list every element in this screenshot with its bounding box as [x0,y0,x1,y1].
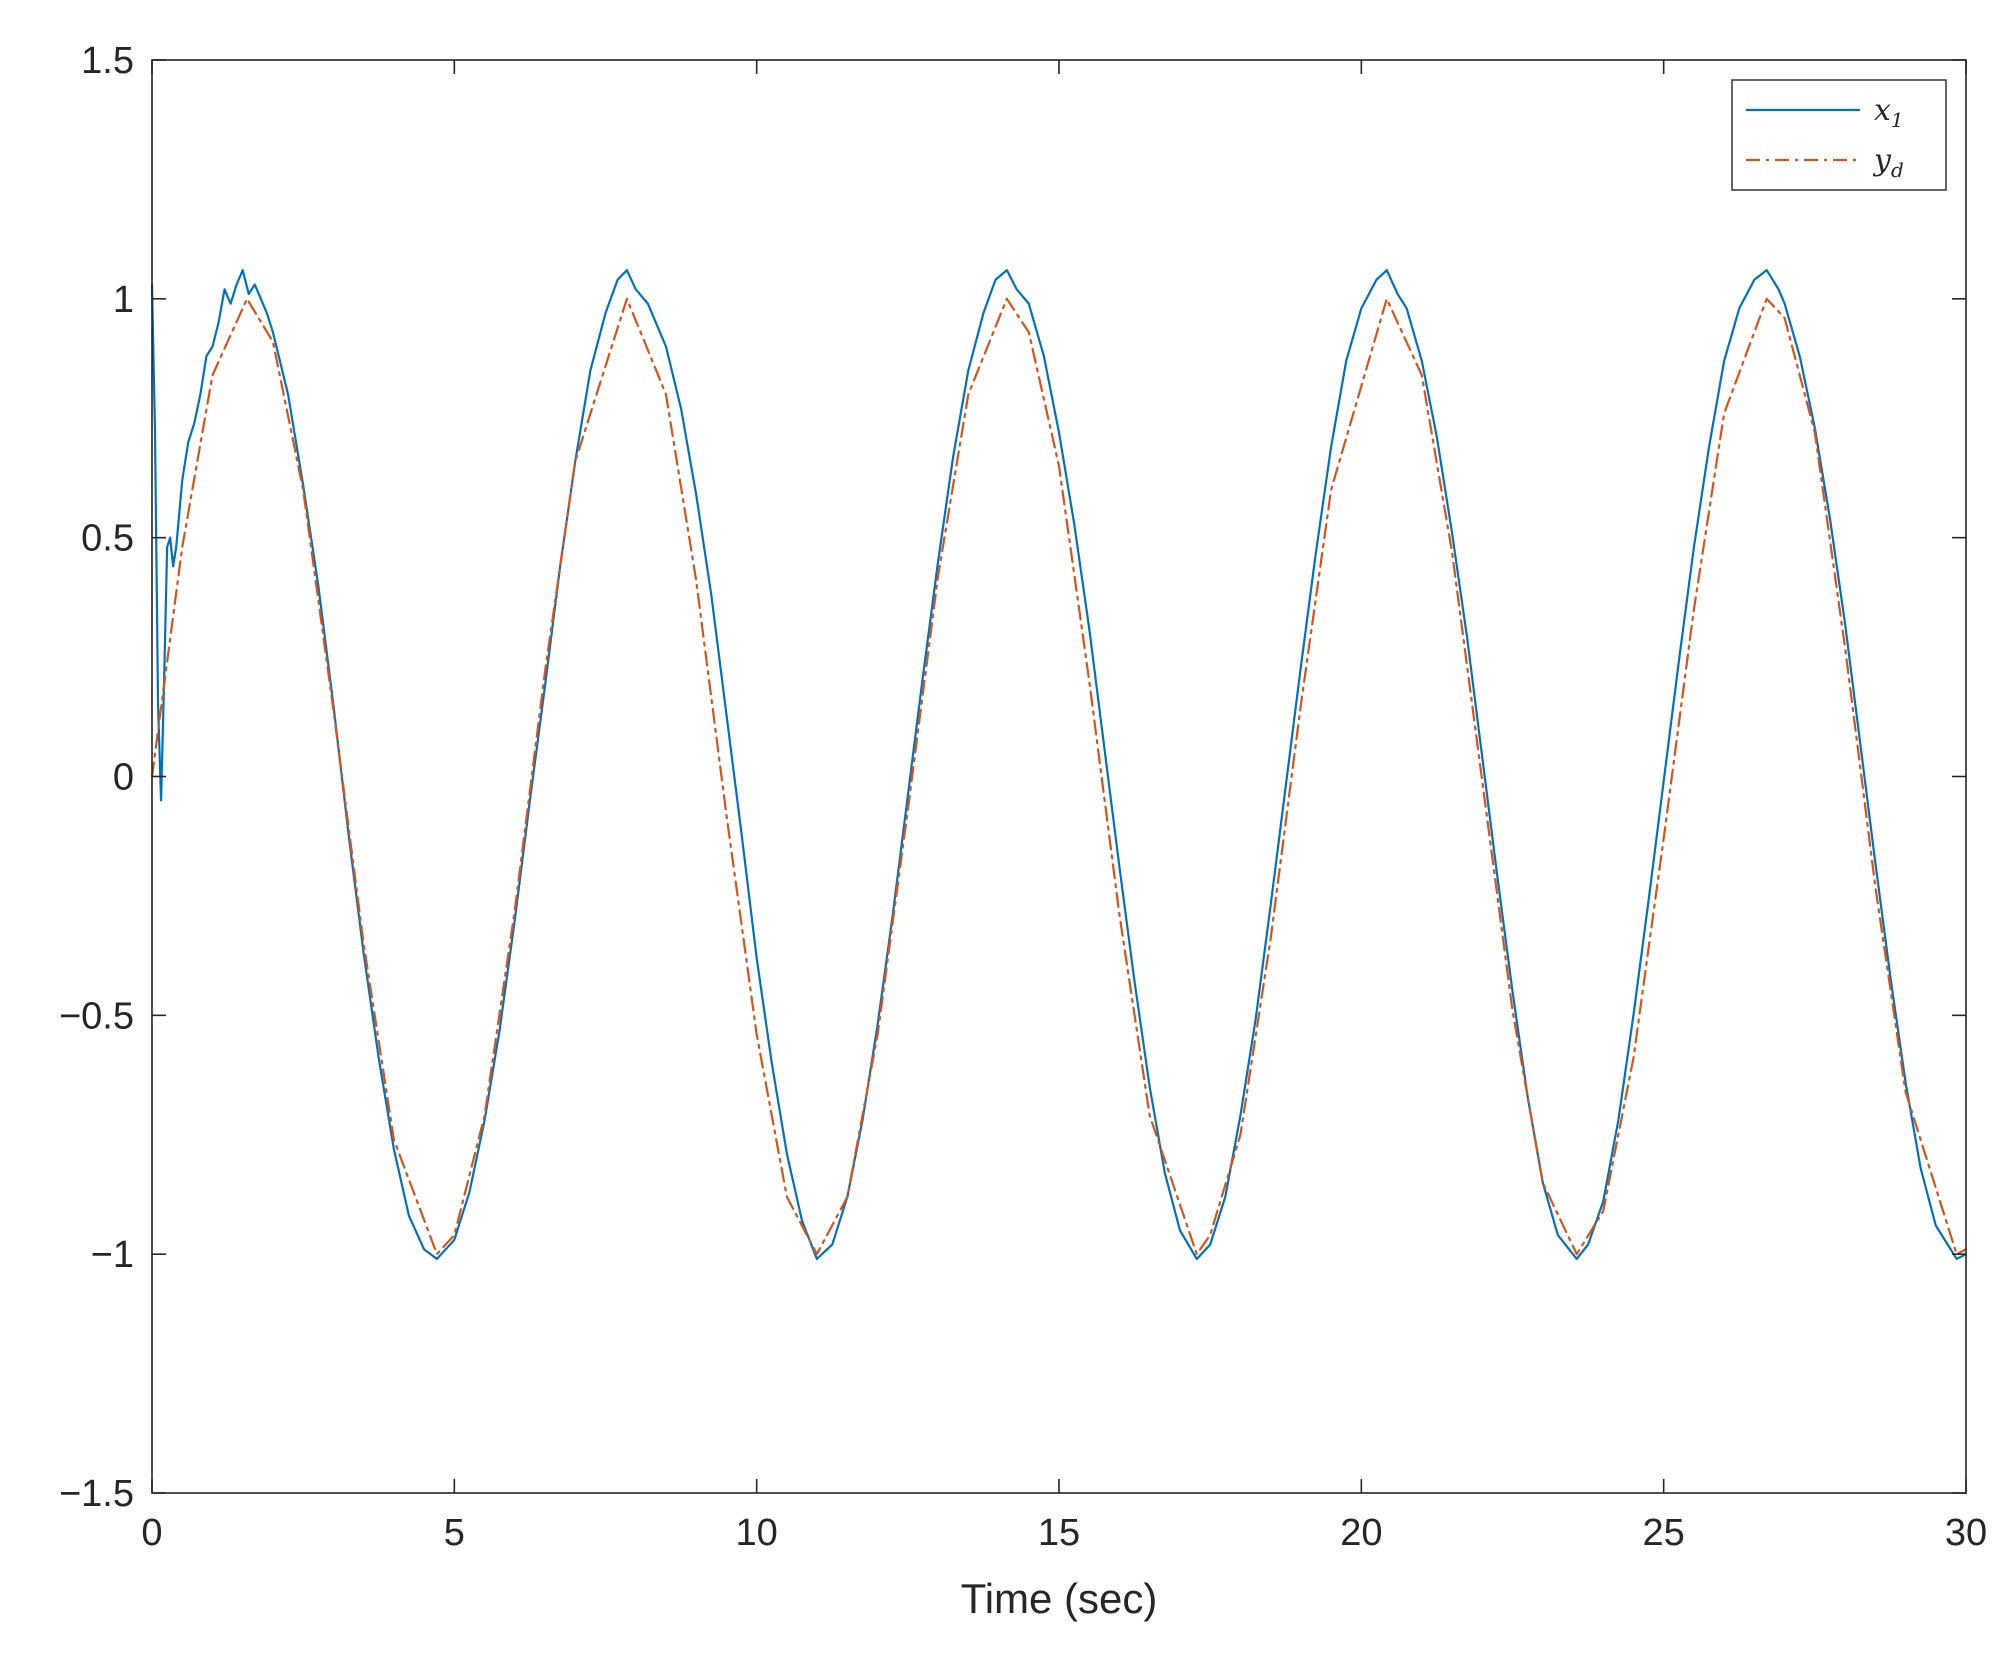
x-tick-label: 10 [736,1512,778,1554]
x-tick-label: 0 [141,1512,162,1554]
x-tick-label: 20 [1340,1512,1382,1554]
y-tick-label: 0.5 [81,518,134,560]
legend-label-subscript: d [1891,158,1904,182]
series-line-yd [150,297,1968,1256]
x-tick-label: 5 [444,1512,465,1554]
y-tick-label: −1.5 [59,1473,134,1515]
y-tick-label: −1 [91,1234,134,1276]
x-tick-label: 30 [1945,1512,1987,1554]
legend-label-yd: yd [1872,143,1904,182]
x-tick-label: 25 [1643,1512,1685,1554]
axes: 0 5 10 15 20 25 30 1.5 1 0.5 0 −0.5 −1 −1.5 [59,40,1987,1554]
y-tick-label: 0 [113,757,134,799]
legend-label-subscript: 1 [1891,108,1904,132]
y-tick-label: 1 [113,279,134,321]
legend-label-main: y [1872,143,1892,178]
plot-area [150,269,1968,1261]
legend: x1 yd [1731,79,1947,191]
legend-label-main: x [1874,93,1891,128]
legend-box [1731,79,1947,191]
y-tick-label: 1.5 [81,40,134,82]
y-tick-label: −0.5 [59,995,134,1037]
x-tick-label: 15 [1038,1512,1080,1554]
series-line-x1 [150,269,1968,1261]
legend-label-x1: x1 [1874,93,1904,132]
x-axis-title: Time (sec) [961,1575,1158,1622]
